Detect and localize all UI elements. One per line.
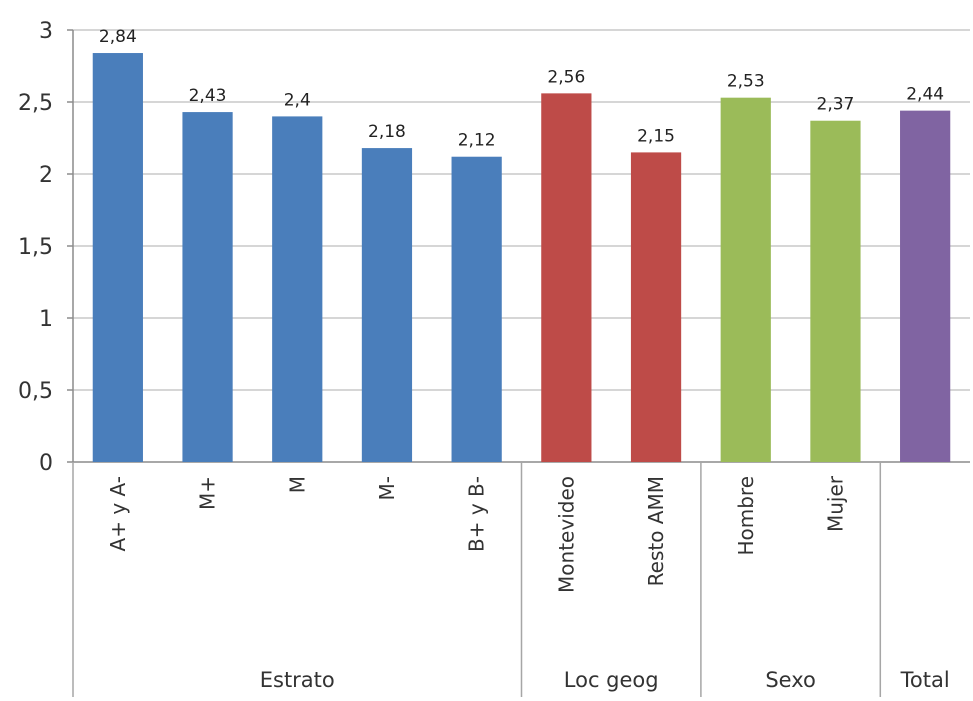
y-tick-label: 1,5	[18, 235, 53, 260]
data-label: 2,4	[284, 90, 311, 110]
x-category-label: Hombre	[734, 476, 758, 556]
bar	[900, 110, 951, 462]
group-label: Estrato	[260, 668, 335, 692]
y-tick-label: 0,5	[18, 379, 53, 404]
bar	[810, 120, 861, 462]
y-tick-label: 0	[39, 451, 53, 476]
data-label: 2,37	[817, 95, 855, 115]
data-label: 2,56	[547, 67, 585, 87]
data-label: 2,53	[727, 72, 765, 92]
x-category-label: A+ y A-	[106, 476, 130, 551]
y-tick-label: 2,5	[18, 91, 53, 116]
bar	[272, 116, 323, 463]
bar	[92, 53, 143, 462]
group-label: Total	[900, 668, 950, 692]
data-label: 2,18	[368, 122, 406, 142]
x-category-label: M+	[196, 476, 220, 510]
bar	[182, 112, 233, 462]
y-tick-label: 1	[39, 307, 53, 332]
data-label: 2,44	[906, 85, 944, 105]
data-label: 2,15	[637, 126, 675, 146]
y-tick-label: 2	[39, 163, 53, 188]
bar	[720, 97, 771, 463]
x-category-label: B+ y B-	[465, 476, 489, 552]
group-label: Sexo	[765, 668, 816, 692]
x-category-label: M-	[375, 476, 399, 500]
bar	[630, 152, 682, 462]
bar	[361, 148, 413, 462]
data-label: 2,12	[458, 131, 496, 151]
group-label: Loc geog	[564, 668, 659, 692]
y-tick-label: 3	[39, 19, 53, 44]
x-category-label: Mujer	[823, 475, 847, 532]
x-category-label: Resto AMM	[644, 476, 668, 586]
data-label: 2,84	[99, 27, 137, 47]
x-category-label: Montevideo	[554, 476, 578, 593]
bar	[541, 93, 592, 463]
bar	[451, 156, 502, 462]
data-label: 2,43	[189, 86, 227, 106]
x-category-label: M	[285, 476, 309, 493]
